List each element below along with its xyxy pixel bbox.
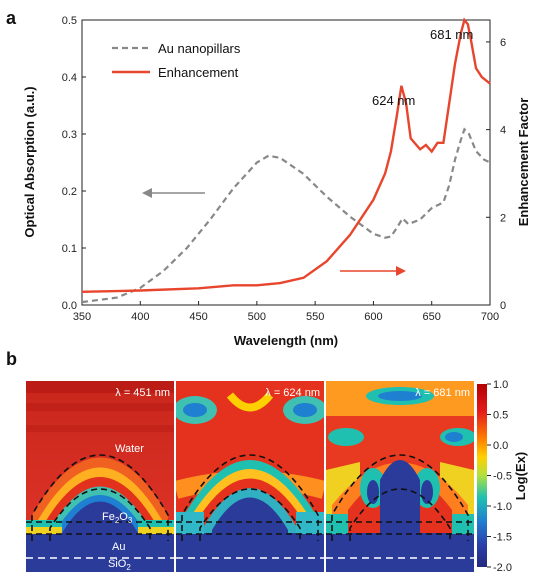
panel-label-b: b <box>6 349 17 369</box>
y-tick-label: 0.2 <box>62 186 77 198</box>
map-divider-1 <box>174 381 176 572</box>
right-axis-arrow <box>340 266 406 276</box>
colorbar-ticks: 1.0 0.5 0.0 -0.5 -1.0 -1.5 -2.0 <box>487 379 512 572</box>
colorbar-tick-label: -1.5 <box>493 532 512 544</box>
colorbar-tick-label: -1.0 <box>493 501 512 513</box>
x-tick-label: 650 <box>423 311 441 323</box>
layer-label-au: Au <box>112 541 125 553</box>
colorbar-label: Log(Ex) <box>513 452 528 500</box>
field-map-681 <box>326 381 474 572</box>
y2-axis-ticks: 0 2 4 6 <box>486 37 506 312</box>
peak-annotation-624: 624 nm <box>372 93 415 108</box>
x-tick-label: 700 <box>481 311 499 323</box>
field-map-624 <box>176 381 324 572</box>
series-line-au-nanopillars <box>81 127 491 304</box>
y2-tick-label: 6 <box>500 37 506 49</box>
outline-inner <box>199 488 301 541</box>
outline-inner <box>49 488 151 541</box>
structure-outlines <box>26 454 474 559</box>
y2-tick-label: 0 <box>500 300 506 312</box>
y2-tick-label: 4 <box>500 125 506 137</box>
x-tick-label: 600 <box>364 311 382 323</box>
colorbar-tick-label: 0.0 <box>493 440 508 452</box>
layer-label-water: Water <box>115 443 144 455</box>
map-lambda-624: λ = 624 nm <box>265 387 320 399</box>
y-tick-label: 0.4 <box>62 72 77 84</box>
x-tick-label: 400 <box>131 311 149 323</box>
map-lambda-681: λ = 681 nm <box>415 387 470 399</box>
y-tick-label: 0.5 <box>62 15 77 27</box>
colorbar-tick-label: -0.5 <box>493 471 512 483</box>
map-lambda-451: λ = 451 nm <box>115 387 170 399</box>
x-tick-label: 500 <box>248 311 266 323</box>
outline-outer <box>181 454 319 541</box>
left-axis-arrow <box>142 188 205 198</box>
legend-label-enhancement: Enhancement <box>158 65 239 80</box>
y-tick-label: 0.1 <box>62 243 77 255</box>
panel-label-a: a <box>6 8 17 28</box>
layer-label-sio2: SiO2 <box>108 558 131 572</box>
colorbar-tick-label: 0.5 <box>493 410 508 422</box>
x-tick-label: 350 <box>73 311 91 323</box>
outline-inner <box>349 488 451 541</box>
legend-label-au: Au nanopillars <box>158 41 241 56</box>
x-tick-label: 550 <box>306 311 324 323</box>
peak-annotation-681: 681 nm <box>430 27 473 42</box>
y2-axis-label: Enhancement Factor <box>516 98 531 227</box>
layer-label-fe2o3: Fe2O3 <box>102 511 133 525</box>
x-axis-ticks: 350 400 450 500 550 600 650 700 <box>73 301 499 323</box>
x-axis-label: Wavelength (nm) <box>234 333 338 348</box>
series-line-enhancement <box>81 17 491 293</box>
colorbar <box>477 384 487 567</box>
outline-outer <box>31 454 169 541</box>
field-map-451 <box>26 381 174 572</box>
y-axis-ticks: 0.0 0.1 0.2 0.3 0.4 0.5 <box>62 15 86 312</box>
plot-frame <box>81 19 491 306</box>
colorbar-tick-label: -2.0 <box>493 562 512 572</box>
x-tick-label: 450 <box>189 311 207 323</box>
legend: Au nanopillars Enhancement <box>112 41 241 80</box>
y2-tick-label: 2 <box>500 212 506 224</box>
map-divider-2 <box>324 381 326 572</box>
y-axis-label: Optical Absorption (a.u.) <box>22 86 37 237</box>
colorbar-tick-label: 1.0 <box>493 379 508 391</box>
y-tick-label: 0.0 <box>62 300 77 312</box>
outline-outer <box>331 454 469 541</box>
y-tick-label: 0.3 <box>62 129 77 141</box>
